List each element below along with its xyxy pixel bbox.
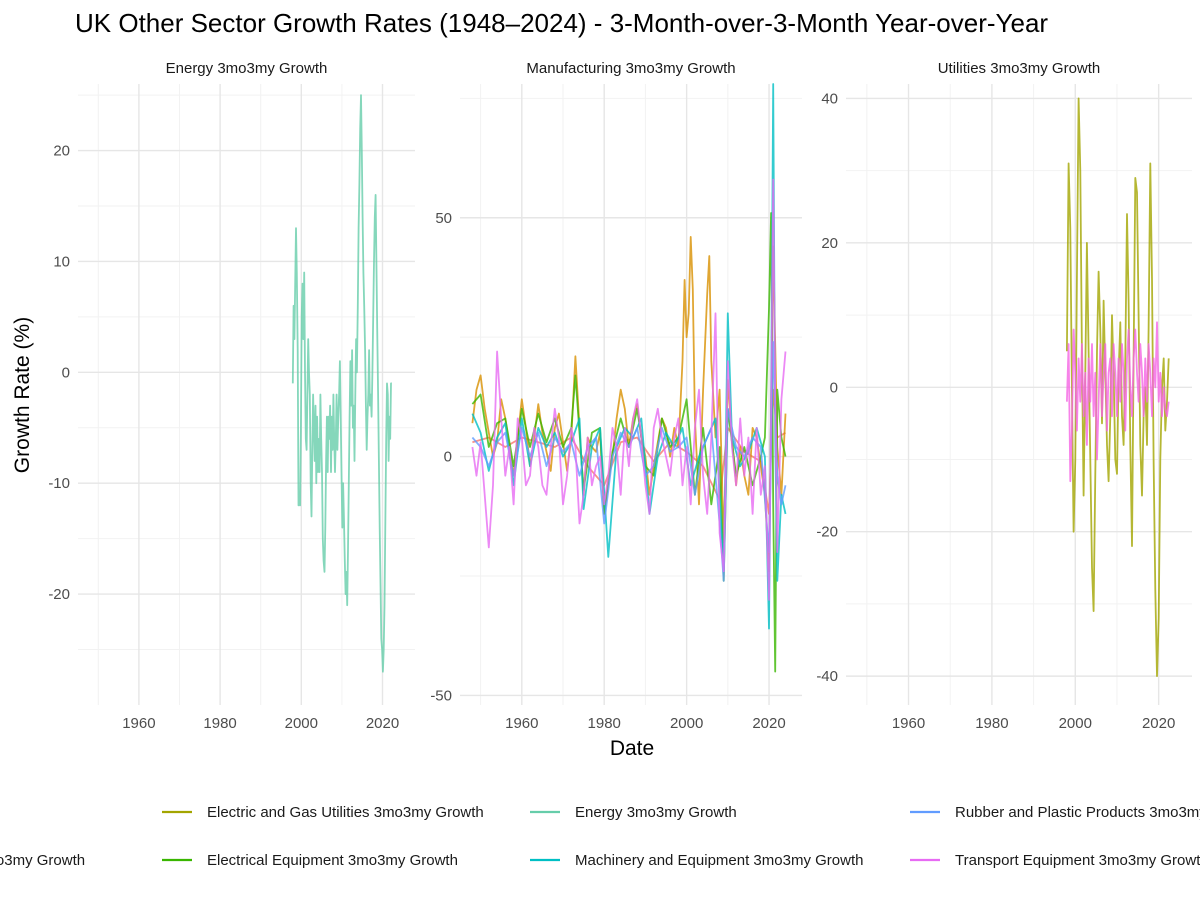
legend-label: Energy 3mo3my Growth: [575, 804, 737, 821]
legend-label: Machinery and Equipment 3mo3my Growth: [575, 852, 863, 869]
legend-item: Transport Equipment 3mo3my Growth: [910, 852, 1200, 869]
legend-item: Rubber and Plastic Products 3mo3my Growt…: [910, 804, 1200, 821]
panel-1: Energy 3mo3my Growth 1960 1980 2000 2020 -20 -…: [48, 60, 415, 732]
legend-item: Electrical Equipment 3mo3my Growth: [162, 852, 458, 869]
x-tick-label: 2000: [1059, 715, 1092, 732]
y-tick-label: -50: [430, 687, 452, 704]
panel-title: Manufacturing 3mo3my Growth: [526, 60, 735, 77]
legend-item: Electric and Gas Utilities 3mo3my Growth: [162, 804, 484, 821]
panel-title: Utilities 3mo3my Growth: [938, 60, 1101, 77]
x-tick-label: 1960: [505, 715, 538, 732]
x-tick-label: 1960: [892, 715, 925, 732]
x-tick-label: 2020: [752, 715, 785, 732]
x-tick-label: 1980: [975, 715, 1008, 732]
series-line-5: [471, 341, 787, 582]
y-tick-label: 0: [444, 449, 452, 466]
x-tick-label: 1960: [122, 715, 155, 732]
legend-label: Chemical Products 3mo3my Growth: [0, 852, 85, 869]
series-line-1: [291, 94, 392, 673]
x-axis-label: Date: [610, 737, 654, 760]
x-tick-label: 2000: [285, 715, 318, 732]
y-tick-label: -20: [48, 586, 70, 603]
y-tick-label: -20: [816, 524, 838, 541]
y-axis-label: Growth Rate (%): [11, 317, 34, 473]
legend-label: Electric and Gas Utilities 3mo3my Growth: [207, 804, 484, 821]
y-tick-label: -10: [48, 475, 70, 492]
x-tick-label: 2020: [366, 715, 399, 732]
legend-item: Machinery and Equipment 3mo3my Growth: [530, 852, 863, 869]
y-tick-label: 0: [830, 379, 838, 396]
x-tick-label: 1980: [588, 715, 621, 732]
legend-label: Transport Equipment 3mo3my Growth: [955, 852, 1200, 869]
y-tick-label: 50: [435, 210, 452, 227]
legend-item: Energy 3mo3my Growth: [530, 804, 737, 821]
y-tick-label: 20: [821, 235, 838, 252]
legend-item: Chemical Products 3mo3my Growth: [0, 852, 85, 869]
x-tick-label: 2000: [670, 715, 703, 732]
panel-2: Manufacturing 3mo3my Growth 1960 1980 2000 2…: [430, 60, 802, 732]
x-tick-label: 1980: [203, 715, 236, 732]
panel-title: Energy 3mo3my Growth: [166, 60, 328, 77]
y-tick-label: 20: [53, 143, 70, 160]
panel-3: Utilities 3mo3my Growth 1960 1980 2000 2020 -…: [816, 60, 1192, 732]
series-line-1: [1066, 97, 1170, 677]
legend-label: Rubber and Plastic Products 3mo3my Growt…: [955, 804, 1200, 821]
y-tick-label: 10: [53, 253, 70, 270]
legend: Electric and Gas Utilities 3mo3my Growth…: [0, 804, 1200, 869]
series-line-2: [1066, 321, 1170, 483]
y-tick-label: 0: [62, 364, 70, 381]
legend-label: Electrical Equipment 3mo3my Growth: [207, 852, 458, 869]
y-tick-label: -40: [816, 668, 838, 685]
y-tick-label: 40: [821, 90, 838, 107]
series-line-6: [471, 178, 787, 601]
chart-title: UK Other Sector Growth Rates (1948–2024)…: [75, 8, 1048, 38]
x-tick-label: 2020: [1142, 715, 1175, 732]
